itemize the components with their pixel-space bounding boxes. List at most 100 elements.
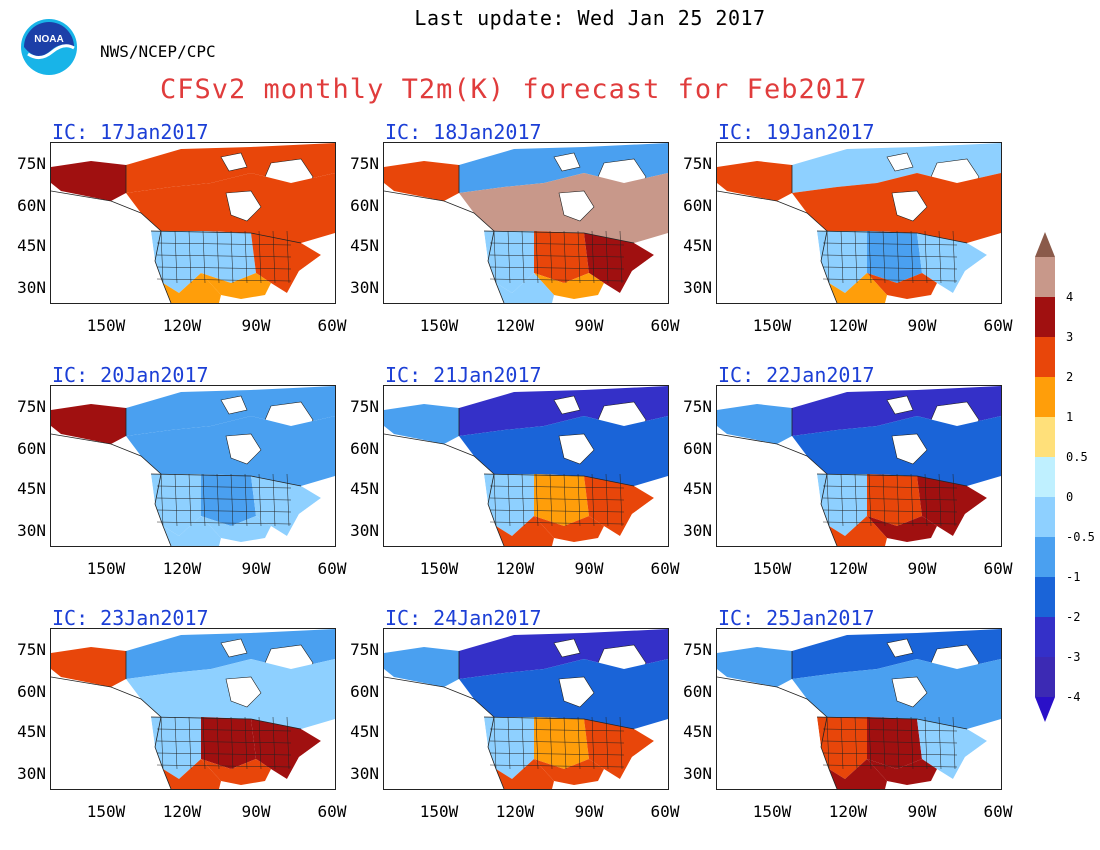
longitude-tick-label: 120W bbox=[495, 316, 535, 335]
temperature-anomaly-map bbox=[383, 385, 669, 547]
colorbar-label: 0.5 bbox=[1066, 450, 1088, 464]
temperature-anomaly-map bbox=[50, 385, 336, 547]
ic-date-label: IC: 17Jan2017 bbox=[52, 120, 209, 144]
longitude-tick-label: 60W bbox=[317, 559, 347, 578]
temperature-anomaly-map bbox=[716, 628, 1002, 790]
latitude-tick-label: 45N bbox=[683, 722, 712, 741]
longitude-tick-label: 90W bbox=[574, 316, 604, 335]
latitude-tick-label: 30N bbox=[17, 764, 46, 783]
colorbar-segment bbox=[1035, 537, 1055, 577]
longitude-tick-label: 90W bbox=[574, 802, 604, 821]
longitude-tick-label: 90W bbox=[241, 559, 271, 578]
latitude-tick-label: 60N bbox=[17, 196, 46, 215]
colorbar-top-arrow bbox=[1035, 232, 1055, 257]
forecast-panel: IC: 24Jan2017 75N 60N 45N 30N 150W 120W 90W 60W bbox=[350, 606, 683, 826]
latitude-tick-label: 60N bbox=[683, 196, 712, 215]
colorbar-segment bbox=[1035, 417, 1055, 457]
colorbar-segment bbox=[1035, 577, 1055, 617]
forecast-panel: IC: 18Jan2017 75N 60N 45N 30N 150W 120W 90W 60W bbox=[350, 120, 683, 340]
longitude-tick-label: 90W bbox=[907, 559, 937, 578]
svg-text:NOAA: NOAA bbox=[34, 34, 63, 45]
colorbar-label: -2 bbox=[1066, 610, 1081, 624]
longitude-tick-label: 150W bbox=[419, 559, 459, 578]
colorbar-label: 4 bbox=[1066, 290, 1074, 304]
forecast-panel: IC: 21Jan2017 75N 60N 45N 30N 150W 120W 90W 60W bbox=[350, 363, 683, 583]
latitude-tick-label: 45N bbox=[350, 479, 379, 498]
longitude-tick-label: 60W bbox=[317, 802, 347, 821]
colorbar-label: -1 bbox=[1066, 570, 1081, 584]
latitude-tick-label: 75N bbox=[683, 154, 712, 173]
colorbar-label: -4 bbox=[1066, 690, 1081, 704]
page-title: CFSv2 monthly T2m(K) forecast for Feb201… bbox=[160, 74, 868, 105]
latitude-tick-label: 60N bbox=[683, 682, 712, 701]
longitude-tick-label: 150W bbox=[419, 802, 459, 821]
latitude-tick-label: 45N bbox=[17, 722, 46, 741]
latitude-tick-label: 60N bbox=[350, 439, 379, 458]
latitude-tick-label: 75N bbox=[350, 154, 379, 173]
latitude-tick-label: 60N bbox=[17, 439, 46, 458]
temperature-anomaly-map bbox=[383, 142, 669, 304]
noaa-logo-icon: NOAA bbox=[20, 18, 78, 76]
latitude-tick-label: 60N bbox=[350, 196, 379, 215]
longitude-tick-label: 150W bbox=[86, 802, 126, 821]
colorbar-label: 3 bbox=[1066, 330, 1074, 344]
ic-date-label: IC: 19Jan2017 bbox=[718, 120, 875, 144]
latitude-tick-label: 30N bbox=[17, 278, 46, 297]
forecast-panel: IC: 17Jan2017 75N 60N 45N 30N 150W 120W 90W 60W bbox=[17, 120, 350, 340]
latitude-tick-label: 75N bbox=[17, 640, 46, 659]
latitude-tick-label: 45N bbox=[683, 479, 712, 498]
longitude-tick-label: 90W bbox=[241, 316, 271, 335]
forecast-panel: IC: 19Jan2017 75N 60N 45N 30N 150W 120W 90W 60W bbox=[683, 120, 1016, 340]
colorbar-label: -0.5 bbox=[1066, 530, 1095, 544]
longitude-tick-label: 60W bbox=[317, 316, 347, 335]
longitude-tick-label: 60W bbox=[650, 802, 680, 821]
colorbar-segment bbox=[1035, 617, 1055, 657]
longitude-tick-label: 60W bbox=[983, 559, 1013, 578]
latitude-tick-label: 30N bbox=[350, 521, 379, 540]
colorbar-scale bbox=[1035, 232, 1055, 722]
agency-label: NWS/NCEP/CPC bbox=[100, 42, 216, 61]
forecast-panel: IC: 23Jan2017 75N 60N 45N 30N 150W 120W 90W 60W bbox=[17, 606, 350, 826]
longitude-tick-label: 150W bbox=[752, 559, 792, 578]
colorbar-segment bbox=[1035, 657, 1055, 697]
longitude-tick-label: 60W bbox=[650, 559, 680, 578]
colorbar-segment bbox=[1035, 257, 1055, 297]
latitude-tick-label: 75N bbox=[350, 640, 379, 659]
colorbar-segment bbox=[1035, 497, 1055, 537]
longitude-tick-label: 90W bbox=[907, 316, 937, 335]
latitude-tick-label: 30N bbox=[683, 521, 712, 540]
colorbar-label: 2 bbox=[1066, 370, 1074, 384]
longitude-tick-label: 120W bbox=[162, 802, 202, 821]
longitude-tick-label: 120W bbox=[828, 316, 868, 335]
ic-date-label: IC: 23Jan2017 bbox=[52, 606, 209, 630]
colorbar-segment bbox=[1035, 457, 1055, 497]
latitude-tick-label: 60N bbox=[17, 682, 46, 701]
latitude-tick-label: 30N bbox=[683, 764, 712, 783]
latitude-tick-label: 45N bbox=[350, 722, 379, 741]
forecast-panel: IC: 20Jan2017 75N 60N 45N 30N 150W 120W 90W 60W bbox=[17, 363, 350, 583]
latitude-tick-label: 75N bbox=[17, 397, 46, 416]
longitude-tick-label: 150W bbox=[752, 802, 792, 821]
longitude-tick-label: 90W bbox=[907, 802, 937, 821]
longitude-tick-label: 120W bbox=[162, 316, 202, 335]
ic-date-label: IC: 18Jan2017 bbox=[385, 120, 542, 144]
latitude-tick-label: 75N bbox=[17, 154, 46, 173]
latitude-tick-label: 60N bbox=[350, 682, 379, 701]
longitude-tick-label: 120W bbox=[828, 559, 868, 578]
temperature-anomaly-map bbox=[383, 628, 669, 790]
longitude-tick-label: 150W bbox=[419, 316, 459, 335]
longitude-tick-label: 120W bbox=[495, 559, 535, 578]
ic-date-label: IC: 24Jan2017 bbox=[385, 606, 542, 630]
ic-date-label: IC: 20Jan2017 bbox=[52, 363, 209, 387]
forecast-panel: IC: 25Jan2017 75N 60N 45N 30N 150W 120W 90W 60W bbox=[683, 606, 1016, 826]
colorbar-segment bbox=[1035, 297, 1055, 337]
latitude-tick-label: 45N bbox=[350, 236, 379, 255]
ic-date-label: IC: 22Jan2017 bbox=[718, 363, 875, 387]
latitude-tick-label: 30N bbox=[350, 764, 379, 783]
latitude-tick-label: 75N bbox=[683, 397, 712, 416]
longitude-tick-label: 120W bbox=[162, 559, 202, 578]
longitude-tick-label: 150W bbox=[86, 316, 126, 335]
longitude-tick-label: 90W bbox=[241, 802, 271, 821]
ic-date-label: IC: 25Jan2017 bbox=[718, 606, 875, 630]
colorbar-segment bbox=[1035, 377, 1055, 417]
